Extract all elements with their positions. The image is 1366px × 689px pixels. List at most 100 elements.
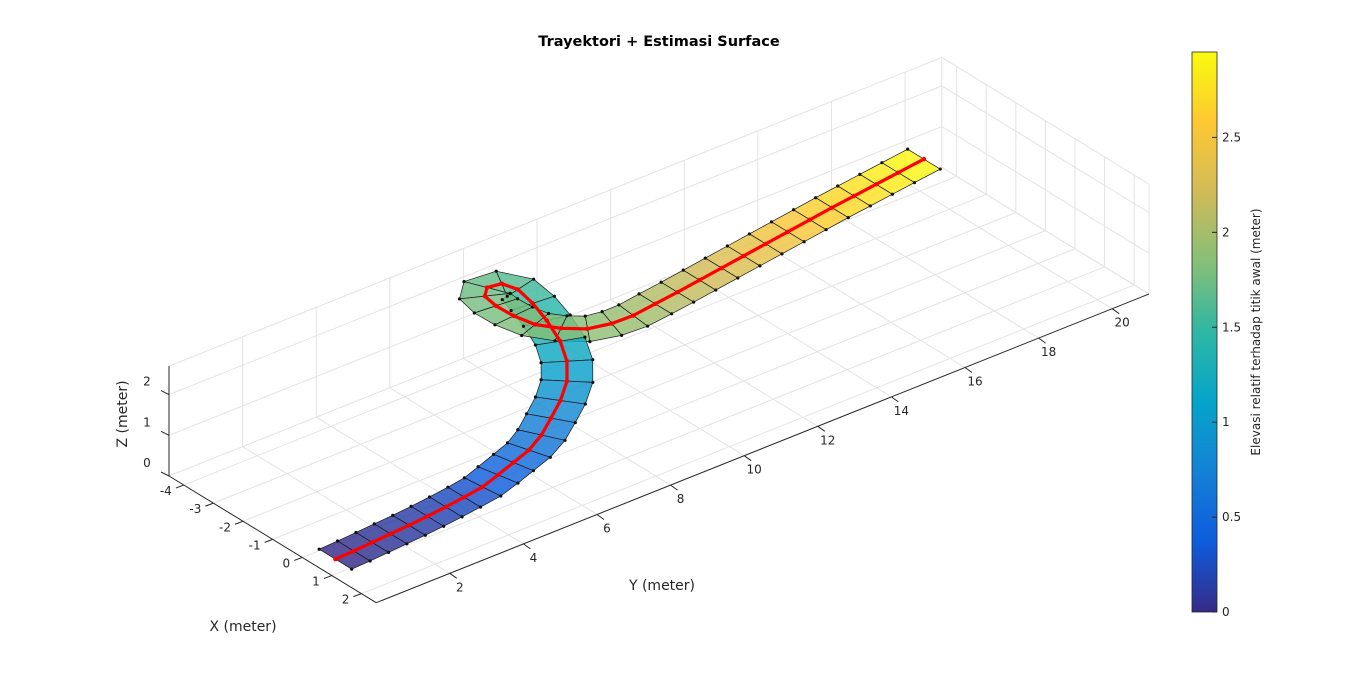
surface-vertex: [547, 311, 551, 316]
y-tick-label: 20: [1115, 316, 1130, 330]
x-ticks: -4 -3 -2 -1 0 1 2: [160, 484, 362, 607]
surface-vertex: [539, 361, 543, 365]
surface-vertex: [552, 294, 556, 298]
trajectory-point: [544, 318, 550, 323]
surface-vertex: [747, 232, 752, 236]
trajectory-point: [873, 182, 879, 187]
trajectory-point: [609, 321, 615, 326]
trajectory-point: [631, 313, 636, 318]
surface-vertex: [938, 167, 942, 171]
surface-vertex: [736, 276, 740, 280]
z-tick-label: 0: [143, 456, 151, 470]
surface-vertex: [494, 269, 498, 273]
grid-line: [331, 266, 1105, 577]
surface-vertex: [617, 303, 621, 307]
surface-vertex: [565, 314, 569, 318]
surface-vertex: [462, 476, 466, 480]
trajectory-point: [526, 447, 532, 453]
z-tick-mark: [160, 390, 170, 396]
surface-vertex: [780, 252, 784, 256]
x-tick-label: -3: [189, 502, 201, 516]
x-axis-label: X (meter): [209, 619, 276, 635]
grid-line: [242, 212, 1016, 522]
surface-vertex: [427, 495, 432, 499]
grid-line: [168, 126, 942, 436]
surface-vertex: [714, 288, 718, 292]
surface-vertex: [880, 161, 884, 165]
y-tick-label: 18: [1041, 345, 1056, 359]
surface-vertex: [354, 530, 358, 535]
surface-vertex: [386, 550, 391, 554]
grid-line: [941, 166, 1150, 295]
y-tick-label: 12: [820, 433, 835, 447]
y-tick-label: 14: [894, 404, 909, 418]
surface-vertex: [317, 547, 321, 551]
surface-vertex: [524, 412, 529, 416]
trajectory-point: [697, 277, 702, 283]
x-tick-label: 0: [283, 556, 291, 570]
x-tick-label: -1: [249, 538, 261, 552]
surface-vertex: [500, 298, 504, 302]
y-ticks: 2 4 6 8 10 12 14 16 18 20: [449, 308, 1130, 594]
surface-vertex: [802, 240, 806, 244]
trajectory-point: [333, 556, 338, 562]
trajectory-point: [653, 301, 658, 307]
colorbar-tick-label: 2.5: [1222, 130, 1241, 144]
trajectory-point: [406, 523, 412, 528]
surface-vertex: [476, 465, 480, 469]
axes-grid: [168, 56, 1150, 595]
x-tick-mark: [205, 502, 214, 507]
surface-vertex: [472, 311, 476, 315]
grid-line: [941, 56, 1150, 185]
y-tick-mark: [523, 543, 531, 550]
trajectory-point: [675, 289, 680, 295]
surface-vertex: [583, 402, 587, 406]
surface-vertex: [505, 294, 509, 298]
z-tick-label: 1: [143, 415, 151, 429]
surface-vertex: [533, 343, 538, 347]
surface-vertex: [409, 504, 413, 508]
surface-vertex: [588, 340, 592, 344]
trajectory-point: [763, 241, 768, 247]
trajectory-line: [333, 156, 927, 562]
trajectory-point: [564, 378, 570, 384]
surface-vertex: [646, 324, 650, 328]
trajectory-point: [851, 193, 857, 199]
trajectory-point: [370, 540, 375, 545]
y-tick-mark: [1038, 337, 1046, 344]
x-tick-mark: [175, 484, 184, 489]
surface-vertex: [725, 244, 729, 248]
surface-vertex: [637, 292, 641, 296]
trajectory-point: [462, 494, 467, 500]
trajectory-point: [807, 217, 813, 222]
surface-vertex: [568, 313, 572, 317]
y-tick-mark: [817, 425, 826, 432]
grid-line: [272, 230, 1046, 540]
surface-vertex: [532, 277, 536, 281]
surface-vertex: [858, 172, 862, 176]
trajectory-point: [443, 504, 448, 510]
trajectory-point: [719, 265, 724, 271]
surface-vertex: [478, 505, 483, 509]
z-tick-mark: [160, 430, 170, 436]
z-ticks: 0 1 2: [143, 375, 170, 477]
surface-vertex: [499, 494, 503, 498]
surface-vertex: [368, 559, 372, 563]
trajectory-point: [499, 281, 504, 286]
trajectory-point: [484, 285, 490, 290]
grid-line: [213, 193, 987, 504]
colorbar-gradient: [1191, 51, 1218, 613]
z-tick-label: 2: [143, 375, 151, 389]
trajectory-point: [425, 514, 430, 519]
x-tick-label: 2: [342, 593, 350, 607]
surface-vertex: [533, 395, 538, 399]
x-tick-mark: [264, 538, 273, 543]
x-tick-label: -2: [219, 520, 231, 534]
trajectory-point: [564, 359, 570, 364]
trajectory-point: [532, 322, 538, 327]
surface-vertex: [836, 184, 840, 188]
surface-vertex: [539, 378, 543, 382]
colorbar-tick-label: 1.5: [1222, 320, 1241, 334]
surface-vertex: [906, 147, 910, 151]
